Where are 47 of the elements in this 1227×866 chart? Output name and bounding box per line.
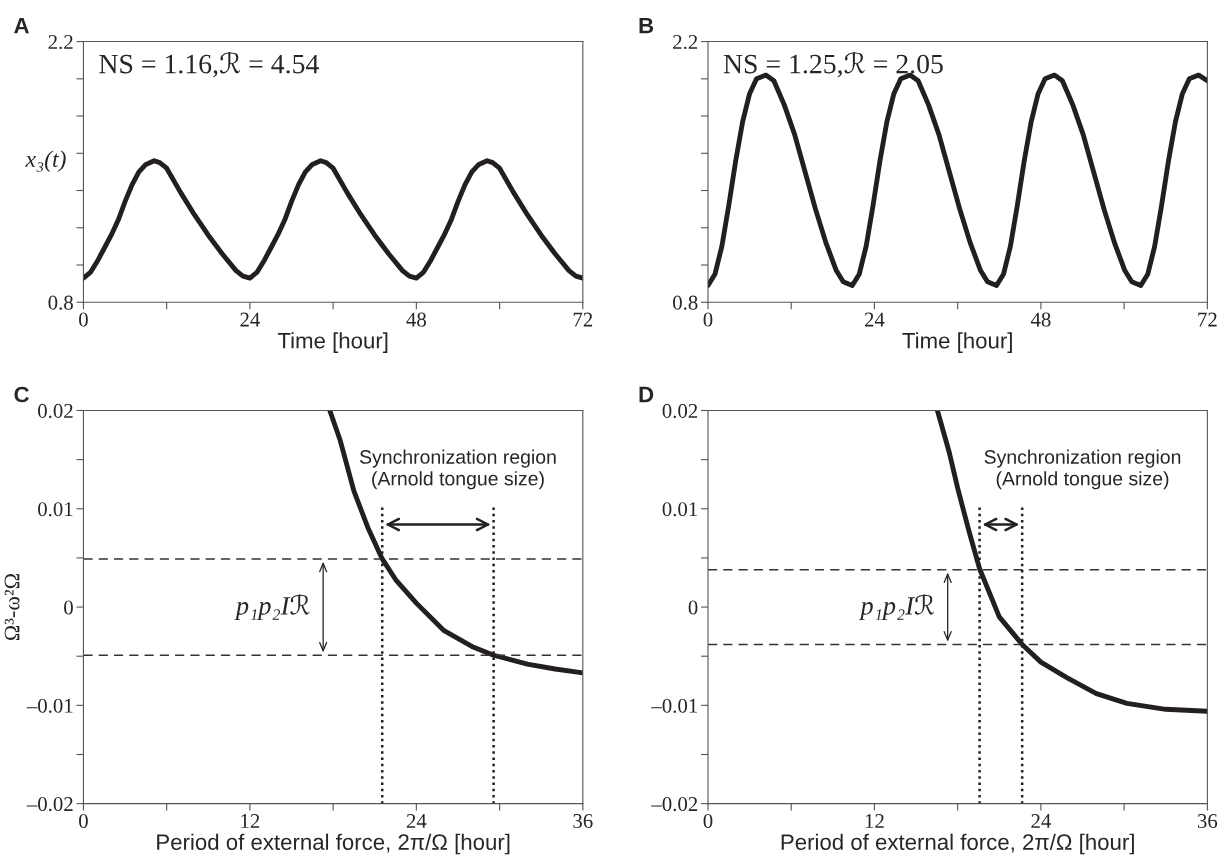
chart-title: D	[639, 386, 654, 403]
x-tick-label: 72	[1198, 312, 1217, 327]
line-series	[83, 158, 583, 281]
y-tick-label: 0	[688, 600, 698, 615]
x-axis-title: Period of external force, 2π/Ω [hour]	[781, 833, 1134, 855]
y-tick-label: 2.2	[48, 35, 73, 50]
y-tick-label: –0.01	[26, 698, 73, 713]
x-axis-title: Period of external force, 2π/Ω [hour]	[157, 833, 510, 855]
x-tick-label: 24	[864, 312, 885, 327]
x-tick-label: 72	[573, 312, 593, 327]
x-tick-label: 0	[79, 312, 88, 327]
y-tick-label: –0.01	[651, 698, 698, 713]
y-tick-label: 2.2	[673, 35, 698, 50]
chart-title: B	[639, 17, 654, 34]
chart-title: C	[14, 386, 29, 403]
x-axis-title: Time [hour]	[277, 332, 388, 353]
y-tick-label: –0.02	[26, 797, 73, 812]
annotation: p₁p₂Iℛ	[858, 594, 935, 621]
x-tick-label: 24	[240, 312, 260, 327]
chart-title: A	[14, 17, 29, 34]
y-tick-label: 0	[64, 600, 73, 615]
x-tick-label: 12	[241, 814, 260, 828]
x-tick-label: 36	[573, 814, 593, 829]
x-tick-label: 12	[865, 814, 884, 828]
x-tick-label: 48	[1030, 312, 1051, 327]
x-tick-label: 24	[1031, 814, 1051, 828]
x-tick-label: 24	[406, 814, 427, 828]
x-axis-title: Time [hour]	[902, 332, 1012, 353]
annotation: NS = 1.25,ℛ = 2.05	[723, 51, 943, 78]
y-tick-label: –0.02	[651, 797, 698, 812]
y-tick-label: 0.8	[673, 295, 698, 310]
x-tick-label: 0	[703, 312, 713, 327]
x-tick-label: 0	[703, 813, 713, 829]
y-tick-label: 0.8	[48, 295, 73, 310]
annotation: Synchronization region (Arnold tongue size)	[359, 449, 556, 490]
x-tick-label: 36	[1197, 814, 1218, 829]
annotation: NS = 1.16,ℛ = 4.54	[99, 51, 319, 78]
y-tick-label: 0.01	[662, 502, 698, 517]
y-tick-label: 0.02	[38, 403, 73, 419]
y-tick-label: 0.01	[38, 502, 73, 517]
y-axis-title: x₃(t)	[25, 150, 66, 172]
y-axis-title: Ω³-ω²Ω	[4, 574, 20, 641]
annotation: Synchronization region (Arnold tongue size)	[984, 449, 1181, 490]
x-tick-label: 0	[79, 813, 88, 829]
y-tick-label: 0.02	[662, 403, 698, 419]
x-tick-label: 48	[406, 312, 426, 327]
annotation: p₁p₂Iℛ	[234, 594, 310, 621]
